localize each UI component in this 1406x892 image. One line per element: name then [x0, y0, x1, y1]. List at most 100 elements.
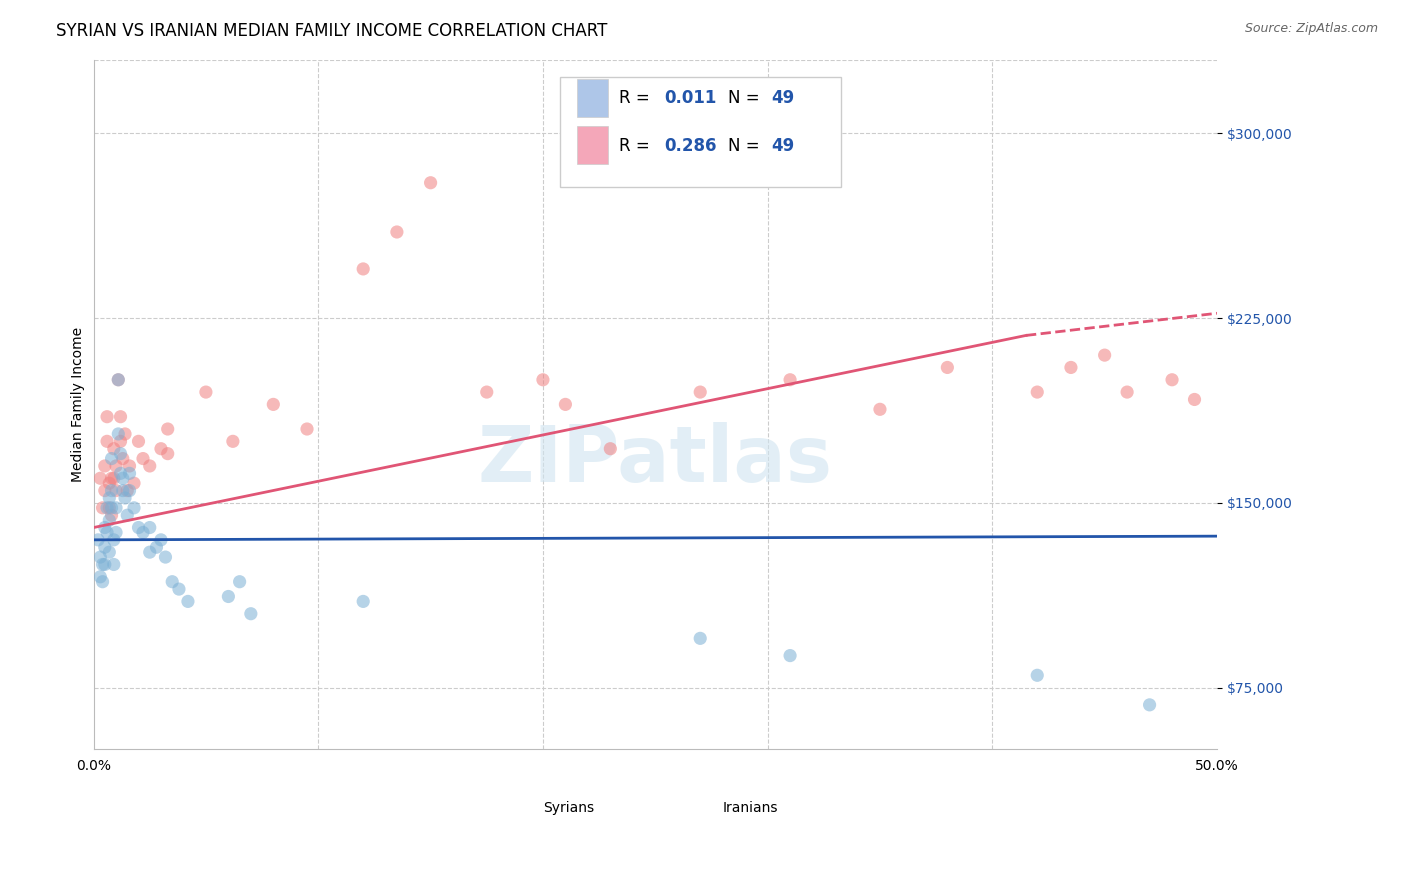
Point [114, 426, 136, 441]
Point [98, 476, 121, 491]
Point [599, 442, 621, 456]
Point [554, 397, 576, 411]
Text: SYRIAN VS IRANIAN MEDIAN FAMILY INCOME CORRELATION CHART: SYRIAN VS IRANIAN MEDIAN FAMILY INCOME C… [56, 22, 607, 40]
Text: Iranians: Iranians [723, 801, 778, 814]
Point [167, 582, 190, 596]
Point [103, 471, 125, 485]
Text: Source: ZipAtlas.com: Source: ZipAtlas.com [1244, 22, 1378, 36]
Point [100, 500, 122, 515]
Point [385, 225, 408, 239]
Point [89, 570, 111, 584]
Point [156, 447, 179, 461]
Point [98, 513, 121, 527]
Point [91, 558, 114, 572]
Bar [509, 796, 537, 822]
Point [1184, 392, 1206, 407]
Point [419, 176, 441, 190]
Point [103, 533, 125, 547]
Point [89, 471, 111, 485]
Point [110, 447, 132, 461]
Point [94, 520, 117, 534]
Text: R =: R = [619, 89, 655, 107]
Text: 0.011: 0.011 [664, 89, 717, 107]
Point [111, 471, 134, 485]
Point [1060, 360, 1083, 375]
Point [107, 373, 129, 387]
Point [352, 594, 374, 608]
Point [89, 550, 111, 565]
Point [475, 385, 498, 400]
Bar [576, 127, 607, 164]
Point [936, 360, 959, 375]
Point [779, 648, 801, 663]
Point [352, 261, 374, 276]
Point [103, 558, 125, 572]
Point [295, 422, 318, 436]
Point [110, 434, 132, 449]
Point [110, 409, 132, 424]
Point [149, 533, 172, 547]
Point [96, 409, 118, 424]
Point [96, 434, 118, 449]
Point [111, 451, 134, 466]
Bar [576, 78, 607, 117]
Point [98, 545, 121, 559]
Point [145, 540, 167, 554]
Bar [689, 796, 717, 822]
Point [118, 458, 141, 473]
Point [155, 550, 177, 565]
Point [1139, 698, 1161, 712]
Point [1026, 668, 1049, 682]
Point [100, 471, 122, 485]
Point [107, 373, 129, 387]
Point [779, 373, 801, 387]
Point [105, 500, 128, 515]
Point [128, 520, 150, 534]
Point [132, 525, 155, 540]
Point [87, 533, 110, 547]
FancyBboxPatch shape [560, 77, 841, 187]
Point [122, 476, 145, 491]
Point [98, 500, 121, 515]
Point [96, 525, 118, 540]
Point [114, 491, 136, 505]
Point [105, 483, 128, 498]
Point [94, 458, 117, 473]
Point [110, 467, 132, 481]
Point [96, 500, 118, 515]
Point [689, 632, 711, 646]
Point [531, 373, 554, 387]
Point [111, 483, 134, 498]
Point [156, 422, 179, 436]
Point [94, 558, 117, 572]
Text: Syrians: Syrians [543, 801, 595, 814]
Text: N =: N = [728, 136, 765, 155]
Point [1161, 373, 1184, 387]
Point [132, 451, 155, 466]
Point [117, 508, 139, 523]
Point [160, 574, 183, 589]
Point [128, 434, 150, 449]
Text: 49: 49 [770, 136, 794, 155]
Point [869, 402, 891, 417]
Point [100, 508, 122, 523]
Point [262, 397, 284, 411]
Point [217, 590, 239, 604]
Point [118, 483, 141, 498]
Point [103, 442, 125, 456]
Point [139, 545, 162, 559]
Point [91, 500, 114, 515]
Text: R =: R = [619, 136, 655, 155]
Point [139, 458, 162, 473]
Text: 0.286: 0.286 [664, 136, 717, 155]
Text: N =: N = [728, 89, 765, 107]
Point [194, 385, 217, 400]
Point [139, 520, 162, 534]
Point [105, 525, 128, 540]
Y-axis label: Median Family Income: Median Family Income [72, 326, 86, 482]
Point [105, 458, 128, 473]
Point [117, 483, 139, 498]
Point [91, 574, 114, 589]
Point [118, 467, 141, 481]
Point [222, 434, 245, 449]
